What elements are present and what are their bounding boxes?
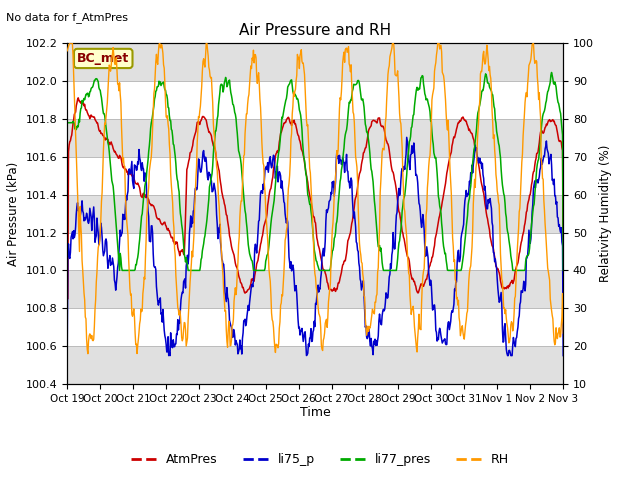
- X-axis label: Time: Time: [300, 407, 331, 420]
- Y-axis label: Air Pressure (kPa): Air Pressure (kPa): [7, 161, 20, 266]
- Bar: [67, 43, 563, 81]
- Title: Air Pressure and RH: Air Pressure and RH: [239, 23, 391, 38]
- Legend: AtmPres, li75_p, li77_pres, RH: AtmPres, li75_p, li77_pres, RH: [126, 448, 514, 471]
- Bar: [67, 81, 563, 119]
- Bar: [67, 232, 563, 270]
- Bar: [67, 157, 563, 195]
- Bar: [67, 119, 563, 157]
- Bar: [67, 195, 563, 232]
- Bar: [67, 346, 563, 384]
- Text: BC_met: BC_met: [77, 52, 129, 65]
- Text: No data for f_AtmPres: No data for f_AtmPres: [6, 12, 129, 23]
- Bar: [67, 308, 563, 346]
- Y-axis label: Relativity Humidity (%): Relativity Humidity (%): [600, 145, 612, 282]
- Bar: [67, 270, 563, 308]
